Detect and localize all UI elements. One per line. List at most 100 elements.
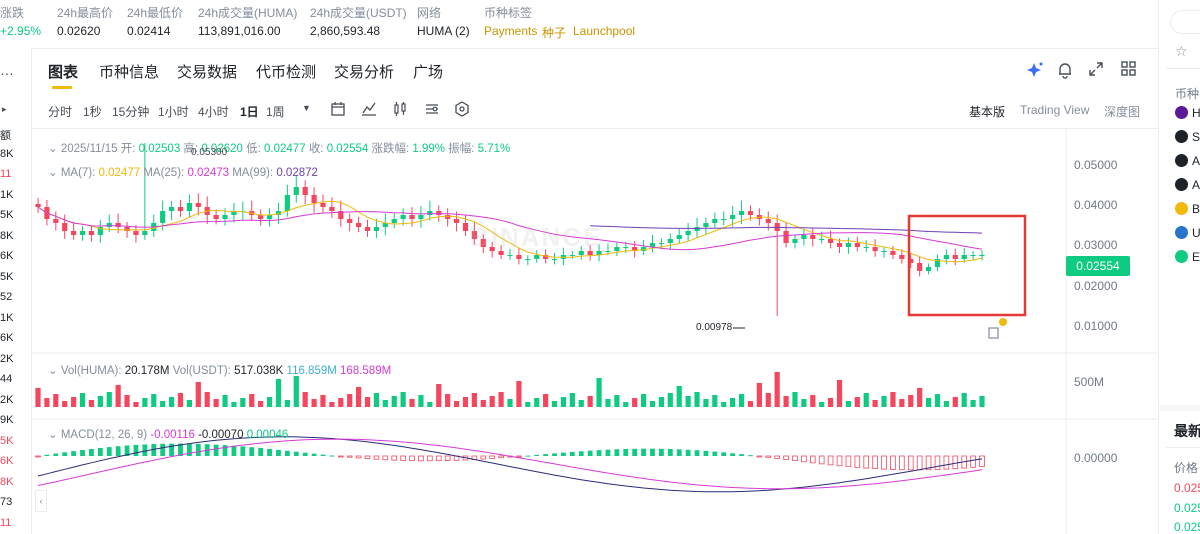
candle-body <box>721 219 727 220</box>
more-dots-icon[interactable]: … <box>0 62 14 78</box>
candle-body <box>516 255 522 259</box>
latest-trades-title[interactable]: 最新 <box>1174 423 1200 439</box>
candle-body <box>436 211 442 215</box>
ma-info-line: ⌄ MA(7): 0.02477 MA(25): 0.02473 MA(99):… <box>48 165 318 179</box>
tf-line[interactable]: 分时 <box>48 105 73 119</box>
candle-body <box>836 243 843 247</box>
volume-bar <box>819 402 825 407</box>
coin-list-item[interactable]: A <box>1192 154 1200 168</box>
candle-body <box>471 231 477 239</box>
volume-bar <box>284 400 290 407</box>
tf-1s[interactable]: 1秒 <box>83 105 102 119</box>
bell-icon[interactable] <box>1057 61 1073 79</box>
candle-body <box>338 211 344 219</box>
settings-sliders-icon[interactable] <box>424 101 440 117</box>
coin-list-item[interactable]: A <box>1192 178 1200 192</box>
coin-list-item[interactable]: B <box>1192 202 1200 216</box>
macd-histogram-bar <box>151 444 157 456</box>
coin-list-item[interactable]: E <box>1192 250 1200 264</box>
macd-histogram-bar <box>355 455 362 459</box>
macd-histogram-bar <box>320 454 326 456</box>
high-value: 0.02620 <box>57 24 101 38</box>
star-icon[interactable]: ☆ <box>1175 43 1188 59</box>
tab-token-check[interactable]: 代币检测 <box>256 64 317 81</box>
fullscreen-icon[interactable] <box>1088 61 1104 77</box>
event-dot[interactable] <box>999 318 1007 326</box>
network-value[interactable]: HUMA (2) <box>417 24 470 38</box>
tag-seed[interactable]: 种子 <box>542 26 567 40</box>
tab-chart[interactable]: 图表 <box>48 64 79 81</box>
volume-bar <box>667 393 673 407</box>
tab-trading-data[interactable]: 交易数据 <box>177 64 238 81</box>
coin-list-item[interactable]: U <box>1192 226 1200 240</box>
candle-style-icon[interactable] <box>392 101 408 117</box>
volume-bar <box>177 393 184 407</box>
tab-coin-info[interactable]: 币种信息 <box>99 64 160 81</box>
search-box[interactable] <box>1170 10 1200 34</box>
volume-bar <box>302 392 308 407</box>
change-pct-label: 涨跌幅: <box>371 143 410 155</box>
tf-1d[interactable]: 1日 <box>240 105 259 119</box>
candle-body <box>551 259 558 260</box>
candle-body <box>783 231 789 243</box>
volume-bar <box>810 395 816 407</box>
tab-square[interactable]: 广场 <box>413 64 444 81</box>
collapse-left-icon[interactable]: ‹ <box>35 490 47 512</box>
highlight-box <box>907 214 1027 317</box>
volume-bar <box>801 399 807 407</box>
view-depth[interactable]: 深度图 <box>1104 105 1141 119</box>
macd-line <box>37 438 983 490</box>
price-tick-1: 0.04000 <box>1074 198 1118 212</box>
view-tradingview[interactable]: Trading View <box>1020 103 1090 117</box>
calendar-icon[interactable] <box>330 101 346 117</box>
tag-payments[interactable]: Payments <box>484 24 538 38</box>
macd-histogram-bar <box>427 455 433 462</box>
candlestick-chart[interactable] <box>32 129 1158 534</box>
candle-body <box>88 231 95 235</box>
view-basic[interactable]: 基本版 <box>969 105 1006 119</box>
tag-launchpool[interactable]: Launchpool <box>573 24 636 38</box>
left-strip-value: 6K <box>0 250 14 262</box>
volume-bar <box>792 392 798 407</box>
tf-4h[interactable]: 4小时 <box>198 105 229 119</box>
macd-histogram-bar <box>587 450 593 456</box>
left-strip-value: 8K <box>0 475 14 488</box>
macd-histogram-bar <box>694 450 700 456</box>
ohlc-date: 2025/11/15 <box>60 143 118 155</box>
candle-body <box>712 219 718 223</box>
tf-1w[interactable]: 1周 <box>266 105 285 119</box>
macd-histogram-bar <box>623 448 629 456</box>
vol-usdt-value: 2,860,593.48 <box>310 24 381 38</box>
indicator-icon[interactable] <box>361 101 377 117</box>
candle-body <box>79 231 86 235</box>
candle-body <box>382 223 388 227</box>
candle-body <box>845 243 852 247</box>
volume-bar <box>845 401 852 407</box>
more-timeframes-icon[interactable]: ▼ <box>302 103 311 113</box>
volume-bar <box>694 392 700 407</box>
gear-icon[interactable] <box>454 101 470 117</box>
layout-grid-icon[interactable] <box>1120 60 1138 78</box>
macd-histogram-bar <box>774 455 780 459</box>
volume-bar <box>632 398 638 407</box>
candle-body <box>489 247 495 251</box>
coin-list-item[interactable]: H <box>1192 106 1200 120</box>
tf-1h[interactable]: 1小时 <box>158 105 189 119</box>
currency-label: 币种 <box>1175 87 1200 101</box>
volume-bar <box>364 397 371 407</box>
amplitude-label: 振幅: <box>448 143 475 155</box>
tab-trade-analysis[interactable]: 交易分析 <box>334 64 395 81</box>
tf-15m[interactable]: 15分钟 <box>112 105 150 119</box>
candles-group <box>35 143 985 316</box>
ai-sparkle-icon[interactable] <box>1026 61 1044 79</box>
volume-bar <box>747 401 754 407</box>
macd-histogram-bar <box>801 455 807 463</box>
volume-bar <box>765 393 771 407</box>
macd-histogram-bar <box>346 455 353 458</box>
event-note-icon[interactable] <box>988 327 999 339</box>
volume-bar <box>106 392 112 407</box>
macd-histogram-bar <box>169 443 174 456</box>
volume-bar <box>62 401 68 407</box>
coin-list-item[interactable]: S <box>1192 130 1200 144</box>
macd-v1: -0.00116 <box>150 429 195 441</box>
